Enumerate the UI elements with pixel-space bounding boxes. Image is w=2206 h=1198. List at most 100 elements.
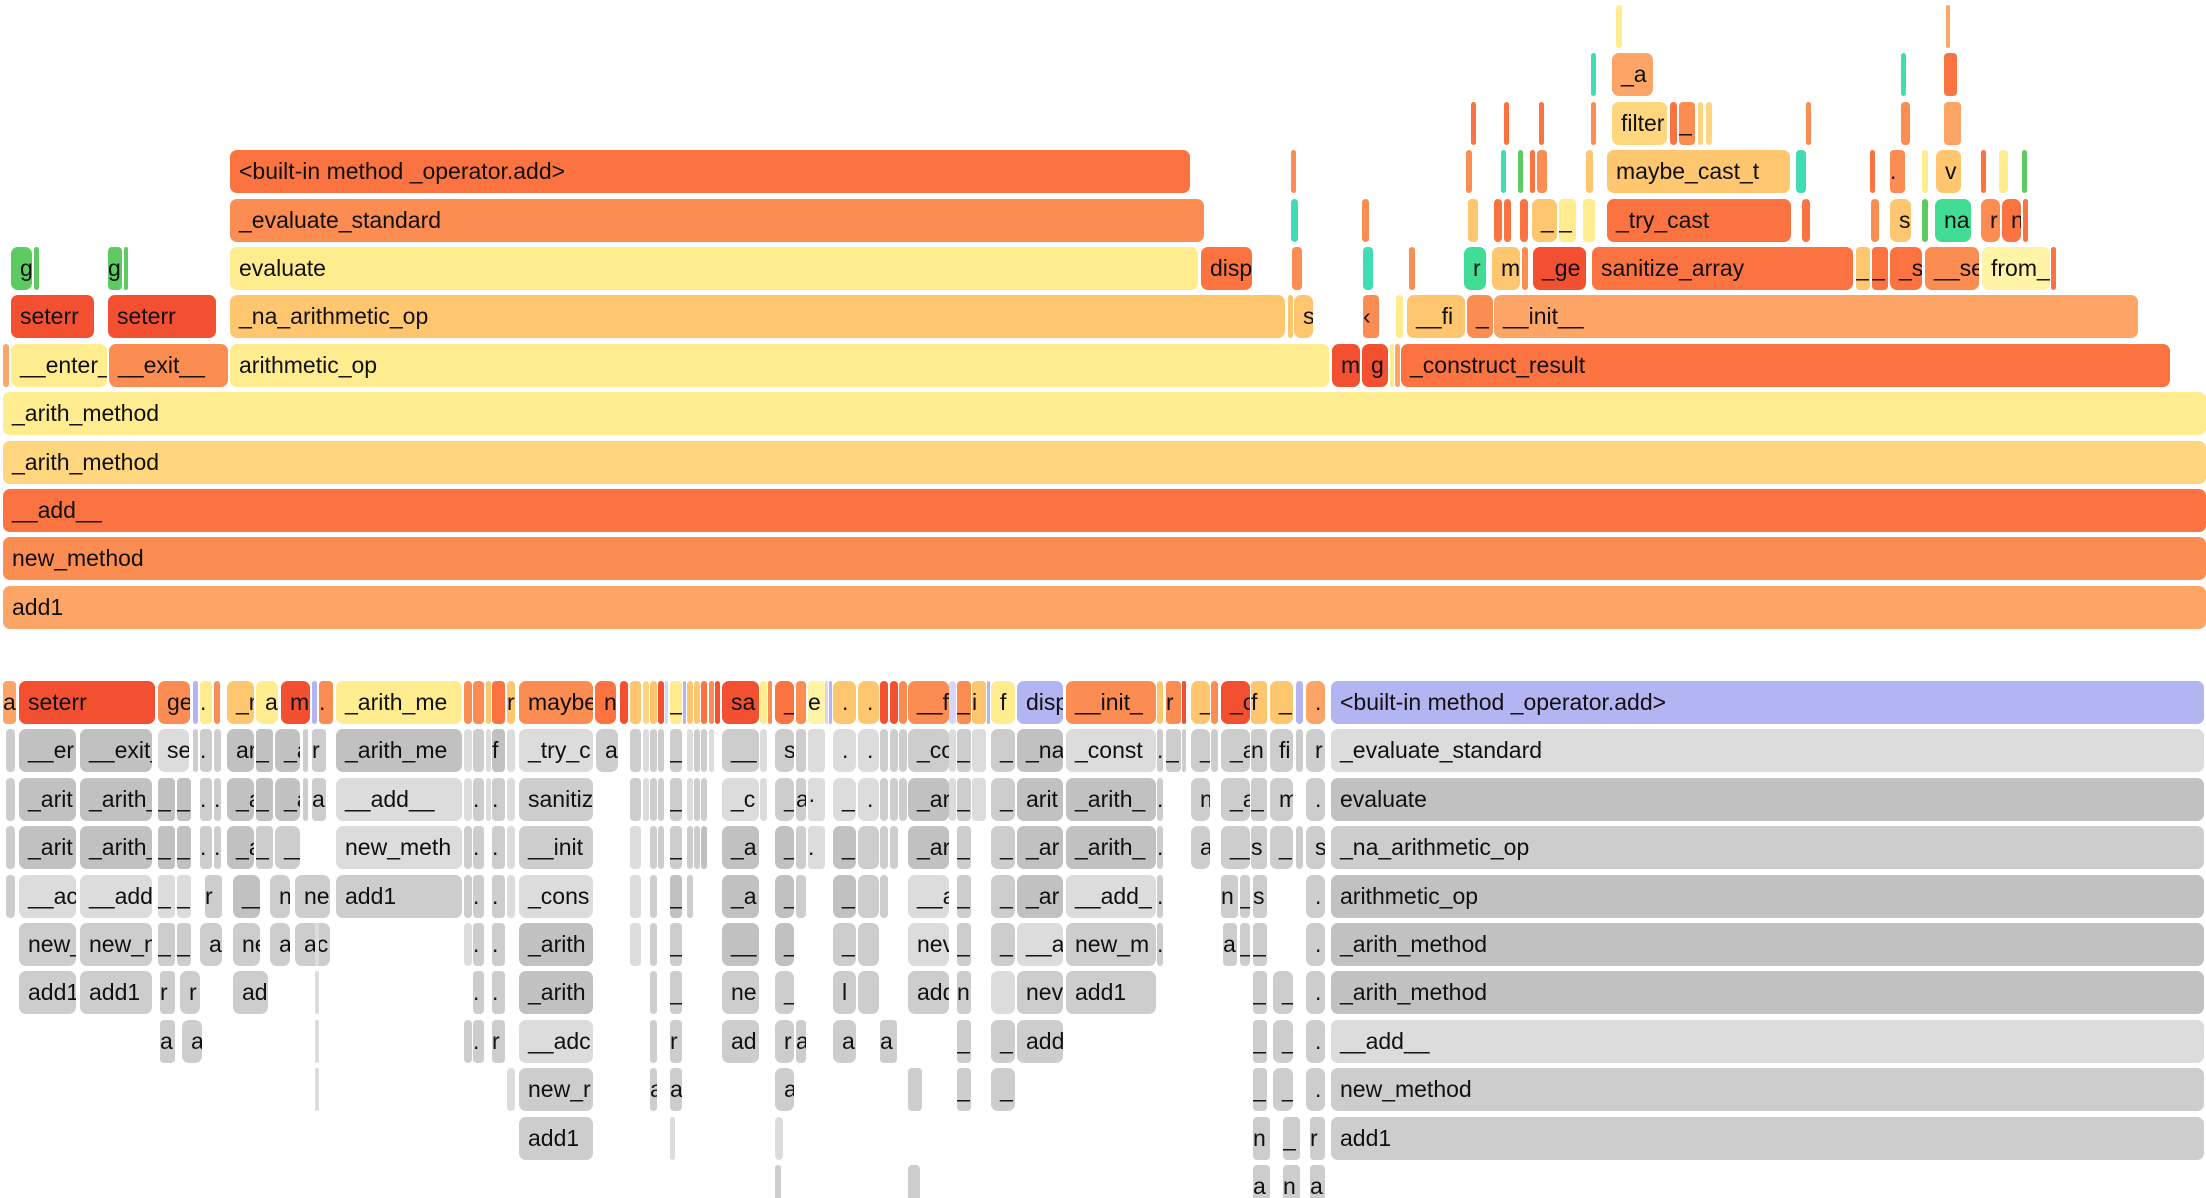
frame-sliver[interactable] — [694, 681, 700, 724]
frame-sliver[interactable] — [687, 777, 693, 821]
frame-sliver[interactable] — [829, 681, 832, 724]
frame-sliver[interactable] — [1698, 101, 1703, 145]
frame-sliver[interactable] — [650, 681, 657, 724]
frame[interactable]: . — [214, 826, 221, 870]
frame-sliver[interactable] — [880, 681, 888, 724]
frame[interactable]: _a — [275, 777, 300, 821]
frame-sliver[interactable] — [658, 729, 664, 773]
frame-sliver[interactable] — [1292, 247, 1302, 290]
frame-sliver[interactable] — [1871, 198, 1879, 242]
frame-sliver[interactable] — [473, 729, 484, 773]
frame[interactable]: _ar — [908, 826, 949, 870]
frame[interactable]: a — [796, 777, 806, 821]
frame[interactable]: _ — [1251, 777, 1267, 821]
frame-sliver[interactable] — [1591, 53, 1596, 97]
frame[interactable]: v — [1936, 150, 1961, 194]
frame[interactable]: _ — [991, 1068, 1015, 1112]
frame[interactable]: f — [492, 729, 505, 773]
frame[interactable]: _ — [670, 729, 682, 773]
frame-sliver[interactable] — [303, 729, 308, 773]
frame-sliver[interactable] — [768, 681, 772, 724]
frame[interactable]: _na_arithmetic_op — [1331, 826, 2204, 870]
frame[interactable]: __adc — [519, 1019, 593, 1063]
frame-sliver[interactable] — [858, 923, 879, 966]
frame-sliver[interactable] — [486, 777, 491, 821]
frame[interactable]: _ — [1191, 729, 1210, 773]
frame-sliver[interactable] — [1291, 150, 1296, 194]
frame[interactable]: _ — [833, 923, 856, 966]
frame[interactable]: n — [1221, 874, 1238, 918]
frame[interactable]: _ — [1253, 1019, 1267, 1063]
frame[interactable]: _evaluate_standard — [1331, 729, 2204, 773]
frame[interactable]: . — [492, 777, 505, 821]
frame[interactable]: ad — [722, 1019, 759, 1063]
frame[interactable]: a — [796, 1019, 806, 1063]
frame[interactable]: _ — [1253, 923, 1267, 966]
frame[interactable]: new_method — [1331, 1068, 2204, 1112]
frame-sliver[interactable] — [464, 826, 472, 870]
frame-sliver[interactable] — [1494, 198, 1502, 242]
frame[interactable]: _ — [177, 923, 191, 966]
frame-sliver[interactable] — [1291, 198, 1298, 242]
frame[interactable]: _ — [256, 729, 273, 773]
frame[interactable]: _ — [957, 826, 971, 870]
frame-sliver[interactable] — [683, 681, 686, 724]
frame-sliver[interactable] — [899, 681, 907, 724]
frame-sliver[interactable] — [1944, 101, 1961, 145]
frame[interactable]: g — [11, 247, 32, 290]
frame-sliver[interactable] — [1363, 247, 1373, 290]
frame[interactable]: add1 — [3, 585, 2206, 629]
frame-sliver[interactable] — [630, 826, 641, 870]
frame[interactable]: . — [214, 777, 221, 821]
frame[interactable]: fi — [1270, 729, 1293, 773]
frame[interactable]: sa — [722, 681, 759, 724]
frame[interactable]: _ — [991, 826, 1015, 870]
frame-sliver[interactable] — [949, 681, 956, 724]
frame[interactable]: _ — [670, 971, 682, 1015]
frame-sliver[interactable] — [1518, 150, 1523, 194]
frame-sliver[interactable] — [1901, 101, 1910, 145]
frame[interactable]: . — [1306, 923, 1325, 966]
frame[interactable]: _a — [722, 826, 759, 870]
frame[interactable]: _ — [775, 923, 794, 966]
frame-sliver[interactable] — [665, 681, 668, 724]
frame[interactable]: a — [1310, 1165, 1325, 1198]
frame-sliver[interactable] — [1471, 101, 1476, 145]
frame-sliver[interactable] — [34, 247, 39, 290]
frame-sliver[interactable] — [1616, 5, 1622, 48]
frame[interactable]: r — [160, 971, 175, 1015]
frame-sliver[interactable] — [796, 826, 806, 870]
frame[interactable]: _arith_me — [336, 729, 462, 773]
frame[interactable]: _ — [670, 681, 682, 724]
frame-sliver[interactable] — [1944, 53, 1957, 97]
frame[interactable]: s — [1294, 295, 1313, 339]
frame-sliver[interactable] — [507, 729, 515, 773]
frame[interactable]: __add__ — [336, 777, 462, 821]
frame[interactable]: s — [1251, 826, 1267, 870]
frame[interactable]: _arith_ — [80, 826, 152, 870]
frame[interactable]: _ — [991, 777, 1015, 821]
frame-sliver[interactable] — [1922, 150, 1928, 194]
frame[interactable]: _s — [1890, 247, 1922, 290]
frame-sliver[interactable] — [694, 729, 700, 773]
frame[interactable]: _ — [670, 826, 682, 870]
frame[interactable]: ari — [227, 729, 254, 773]
frame[interactable]: _ — [670, 777, 682, 821]
frame[interactable]: nev — [908, 923, 949, 966]
frame[interactable]: arithmetic_op — [1331, 874, 2204, 918]
frame[interactable]: r — [1981, 198, 2000, 242]
frame-sliver[interactable] — [972, 777, 986, 821]
frame[interactable]: _ — [775, 777, 794, 821]
frame[interactable]: __exit__ — [109, 343, 228, 387]
frame-sliver[interactable] — [658, 826, 664, 870]
frame[interactable]: sanitiz — [519, 777, 593, 821]
frame[interactable]: add1 — [1331, 1116, 2204, 1160]
frame-sliver[interactable] — [507, 874, 515, 918]
frame[interactable]: l — [833, 971, 856, 1015]
frame-sliver[interactable] — [1530, 150, 1535, 194]
frame[interactable]: __ — [722, 923, 759, 966]
frame[interactable]: . — [492, 923, 505, 966]
frame[interactable]: _ — [957, 874, 971, 918]
frame-sliver[interactable] — [650, 777, 657, 821]
frame-sliver[interactable] — [1504, 101, 1509, 145]
